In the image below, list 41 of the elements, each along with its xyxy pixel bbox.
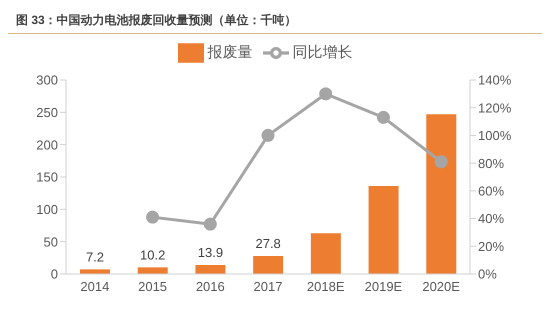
y2-tick-label: 120% [478,100,512,116]
legend-label: 同比增长 [292,44,352,61]
bar [253,256,284,274]
y2-tick-label: 40% [478,211,504,226]
bar [426,114,456,274]
data-label: 13.9 [198,245,224,260]
y2-tick-label: 100% [478,128,512,144]
point [376,110,390,124]
bar [138,267,168,274]
x-tick-label: 2019E [364,279,403,294]
data-label: 10.2 [140,247,166,262]
point [204,218,217,231]
x-tick-label: 2015 [138,279,168,294]
x-tick-label: 2020E [422,279,460,294]
y2-tick-label: 140% [478,72,512,88]
y2-tick-label: 80% [478,156,504,171]
y-tick-label: 300 [36,72,58,88]
legend-label: 报废量 [208,44,252,61]
y2-tick-label: 20% [478,238,504,254]
chart-title: 图 33：中国动力电池报废回收量预测（单位：千吨） [8,8,542,34]
y-tick-label: 250 [36,104,58,120]
y-tick-label: 50 [44,234,58,250]
x-tick-label: 2016 [196,279,225,294]
data-label: 27.8 [255,236,281,252]
y-tick-label: 150 [36,170,58,185]
bar [368,186,399,274]
y-tick-label: 0 [50,266,58,282]
y-tick-label: 200 [36,137,58,152]
y-tick-label: 100 [36,202,58,217]
point [319,87,332,100]
x-tick-label: 2017 [254,279,282,294]
x-tick-label: 2018E [306,279,345,294]
x-tick-label: 2014 [80,279,110,294]
data-label: 7.2 [86,249,104,264]
bar [195,265,226,274]
y2-tick-label: 60% [478,183,504,198]
y2-tick-label: 0% [478,266,498,282]
point [262,128,274,142]
point [146,210,160,224]
bar [310,233,341,274]
point [434,155,448,168]
